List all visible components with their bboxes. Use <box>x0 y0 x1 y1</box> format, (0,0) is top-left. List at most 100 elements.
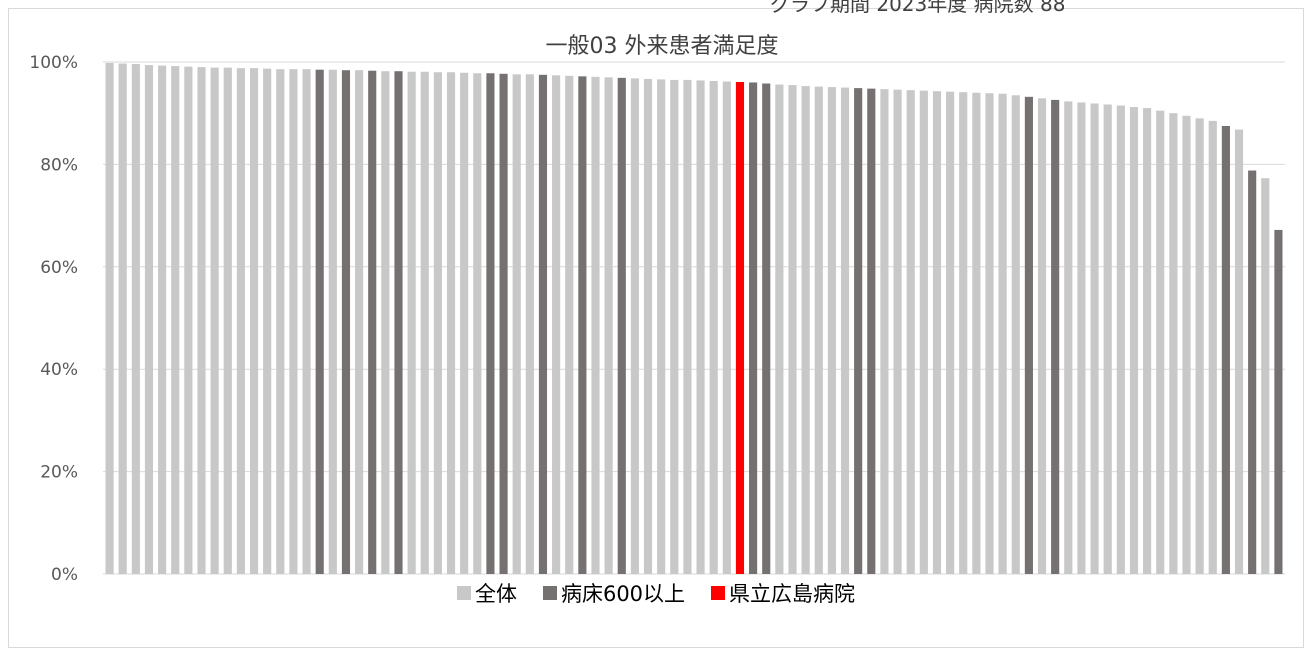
bar-all <box>1103 104 1112 574</box>
y-tick-label: 40% <box>40 360 78 380</box>
bar-all <box>1208 120 1217 574</box>
bar-all <box>433 72 442 575</box>
bar-all <box>512 74 521 574</box>
bar-all <box>1077 102 1086 574</box>
bar-all <box>1261 178 1270 574</box>
bar-bed600 <box>867 88 876 575</box>
legend: 全体 病床600以上 県立広島病院 <box>0 578 1312 608</box>
bar-all <box>1037 98 1047 574</box>
bar-all <box>223 67 232 574</box>
bar-all <box>709 80 718 574</box>
bar-all <box>381 71 390 574</box>
y-tick-label: 60% <box>40 258 78 278</box>
bar-all <box>473 73 482 574</box>
bar-all <box>289 69 298 575</box>
bar-all <box>131 64 140 575</box>
bar-all <box>1064 101 1073 575</box>
bar-all <box>998 93 1007 575</box>
bar-all <box>932 91 942 575</box>
bar-all <box>249 68 259 574</box>
bar-all <box>643 78 653 575</box>
bar-all <box>158 65 167 574</box>
bar-all <box>880 89 889 574</box>
bar-all <box>696 80 705 575</box>
bar-all <box>355 70 364 574</box>
bar-all <box>657 79 666 574</box>
bar-all <box>788 85 797 574</box>
bar-all <box>1011 95 1020 574</box>
bar-hiroshima <box>735 81 745 574</box>
legend-item-all: 全体 <box>456 578 517 608</box>
bar-bed600 <box>762 83 771 574</box>
bars <box>105 63 1283 575</box>
bar-all <box>552 75 561 574</box>
bar-all <box>144 65 154 574</box>
bar-bed600 <box>617 77 626 575</box>
legend-item-hiroshima: 県立広島病院 <box>711 578 855 608</box>
bar-bed600 <box>368 70 377 574</box>
bar-all <box>683 79 692 575</box>
bar-all <box>1156 110 1165 574</box>
legend-label-bed600: 病床600以上 <box>560 582 686 606</box>
bar-all <box>1129 107 1139 574</box>
bar-bed600 <box>1274 229 1283 574</box>
bar-all <box>972 92 981 574</box>
bar-all <box>630 78 639 574</box>
bar-bed600 <box>578 76 587 574</box>
bar-bed600 <box>499 73 508 574</box>
top-note: グラフ期間 2023年度 病院数 88 <box>770 0 1066 16</box>
bar-all <box>919 90 928 575</box>
bar-all <box>105 63 114 575</box>
chart-title: 一般03 外来患者満足度 <box>546 34 779 59</box>
bar-all <box>420 71 429 574</box>
bar-all <box>1090 103 1099 574</box>
bar-all <box>263 68 272 574</box>
bar-all <box>171 66 180 574</box>
bar-all <box>460 72 469 574</box>
bar-bed600 <box>486 73 495 574</box>
bar-all <box>1169 113 1178 574</box>
legend-item-bed600: 病床600以上 <box>542 578 686 608</box>
bar-bed600 <box>341 70 351 574</box>
bar-all <box>775 84 784 574</box>
bar-bed600 <box>1051 99 1060 574</box>
bar-all <box>959 92 968 575</box>
legend-label-hiroshima: 県立広島病院 <box>729 582 856 606</box>
bar-all <box>906 90 915 574</box>
bar-all <box>814 86 823 574</box>
y-tick-label: 20% <box>40 463 78 483</box>
legend-label-all: 全体 <box>474 582 517 606</box>
bar-all <box>302 69 311 575</box>
gridlines <box>103 61 1285 575</box>
bar-bed600 <box>1221 126 1230 574</box>
bar-all <box>840 87 850 574</box>
bar-all <box>1234 129 1244 574</box>
bar-bed600 <box>854 88 863 575</box>
bar-all <box>722 81 731 575</box>
bar-bed600 <box>1248 170 1257 575</box>
bar-all <box>801 86 810 574</box>
y-axis: 0% 20% 40% 60% 80% 100% <box>29 53 78 585</box>
bar-all <box>118 63 127 574</box>
bar-all <box>1116 105 1125 575</box>
bar-all <box>1195 118 1204 574</box>
bar-bed600 <box>394 71 403 574</box>
bar-bed600 <box>1024 96 1033 574</box>
bar-all <box>446 72 456 575</box>
bar-all <box>236 68 245 574</box>
legend-swatch-hiroshima <box>711 586 726 600</box>
y-tick-label: 0% <box>51 565 78 585</box>
legend-swatch-all <box>456 586 471 600</box>
bar-chart: 一般03 外来患者満足度 0% 20% 40% 60% 80% 100% <box>29 34 1285 585</box>
legend-swatch-bed600 <box>542 586 557 600</box>
bar-all <box>276 69 285 575</box>
bar-all <box>604 77 613 575</box>
bar-all <box>210 67 219 574</box>
bar-all <box>328 69 337 575</box>
bar-all <box>985 93 994 574</box>
bar-bed600 <box>315 69 324 575</box>
bar-all <box>525 74 534 574</box>
bar-all <box>197 67 206 575</box>
bar-all <box>893 89 902 575</box>
bar-all <box>565 75 574 574</box>
